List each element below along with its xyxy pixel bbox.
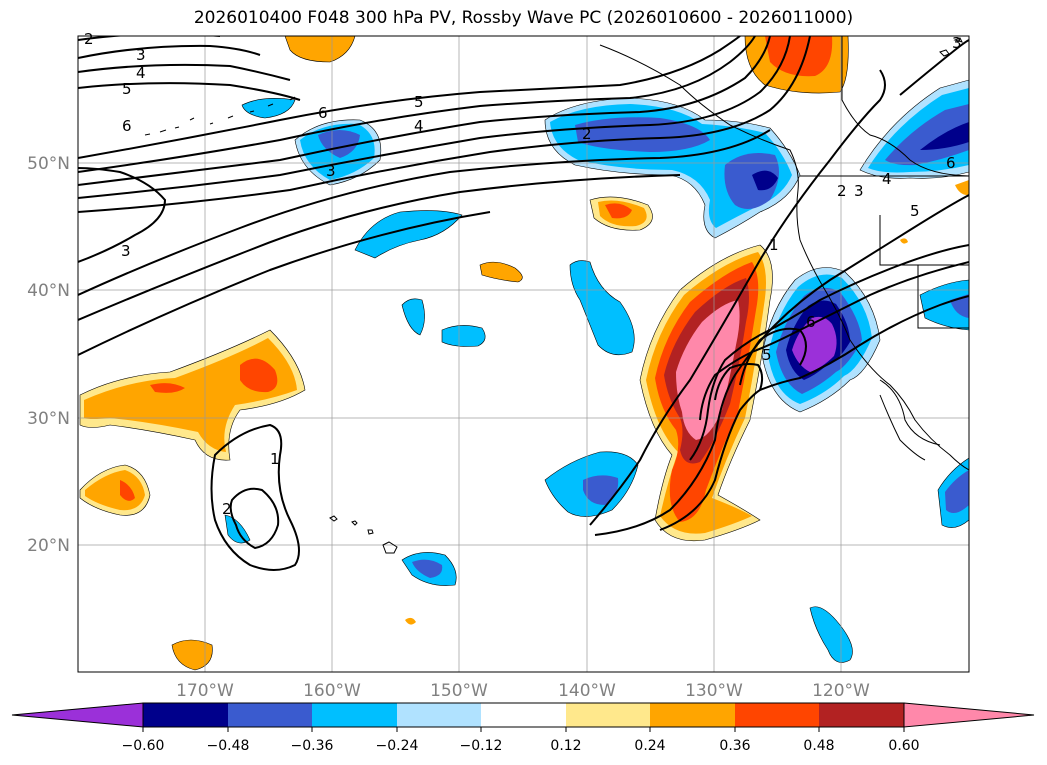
lon-label: 160°W	[303, 681, 361, 701]
contour-label: 6	[122, 117, 132, 135]
longitude-labels: 170°W 160°W 150°W 140°W 130°W 120°W	[176, 681, 870, 701]
colorbar-bin	[650, 703, 735, 727]
latitude-labels: 50°N 40°N 30°N 20°N	[27, 154, 70, 556]
colorbar-extend-max	[903, 702, 1035, 728]
colorbar-tick: 0.48	[803, 738, 834, 754]
lon-label: 140°W	[558, 681, 616, 701]
colorbar-bin	[735, 703, 819, 727]
contour-label: 1	[270, 450, 280, 468]
contour-label: 2	[837, 182, 847, 200]
lon-label: 120°W	[812, 681, 870, 701]
colorbar-bin	[143, 703, 228, 727]
colorbar-bin	[397, 703, 481, 727]
colorbar-tick: 0.12	[550, 738, 581, 754]
colorbar-bin	[481, 703, 566, 727]
contour-label: 5	[910, 202, 920, 220]
contour-label: 5	[414, 93, 424, 111]
colorbar-tick: 0.60	[888, 738, 919, 754]
colorbar-tick: −0.60	[122, 738, 165, 754]
contour-label: 3	[326, 162, 336, 180]
colorbar-tick: −0.12	[460, 738, 503, 754]
pv-contours	[78, 36, 969, 571]
contour-labels: 2 3 4 5 6 6 5 4 3 2 3 1 2 2 3 4 5 6 3 1 …	[84, 30, 962, 518]
pc-shading	[79, 36, 969, 671]
lon-label: 150°W	[430, 681, 488, 701]
lat-label: 30°N	[27, 409, 70, 429]
lon-label: 170°W	[176, 681, 234, 701]
contour-label: 5	[122, 80, 132, 98]
colorbar-tick: 0.36	[719, 738, 750, 754]
contour-label: 2	[84, 30, 94, 48]
map-title: 2026010400 F048 300 hPa PV, Rossby Wave …	[193, 8, 854, 28]
contour-label: 6	[946, 154, 956, 172]
colorbar: −0.60 −0.48 −0.36 −0.24 −0.12 0.12 0.24 …	[11, 702, 1035, 754]
contour-label: 3	[952, 34, 962, 52]
contour-label: 4	[414, 117, 424, 135]
colorbar-bin	[819, 703, 904, 727]
contour-label: 2	[582, 125, 592, 143]
contour-label: 3	[854, 182, 864, 200]
colorbar-bin	[312, 703, 397, 727]
lat-label: 50°N	[27, 154, 70, 174]
lat-label: 20°N	[27, 536, 70, 556]
map-frame	[77, 35, 970, 673]
colorbar-bin	[566, 703, 650, 727]
contour-label: 6	[806, 313, 816, 331]
colorbar-extend-min	[11, 702, 144, 728]
contour-label: 3	[136, 46, 146, 64]
contour-label: 3	[121, 242, 131, 260]
contour-label: 2	[222, 500, 232, 518]
colorbar-tick: −0.24	[376, 738, 419, 754]
lat-label: 40°N	[27, 281, 70, 301]
gridlines	[78, 36, 969, 672]
colorbar-tick: −0.36	[291, 738, 334, 754]
lon-label: 130°W	[685, 681, 743, 701]
colorbar-tick: −0.48	[207, 738, 250, 754]
colorbar-tick: 0.24	[634, 738, 665, 754]
contour-label: 4	[882, 170, 892, 188]
contour-label: 6	[318, 104, 328, 122]
contour-label: 1	[769, 236, 779, 254]
colorbar-bin	[228, 703, 312, 727]
anomaly-max-pink	[676, 300, 740, 440]
coastlines	[144, 36, 969, 554]
contour-label: 5	[762, 346, 772, 364]
contour-label: 4	[136, 64, 146, 82]
